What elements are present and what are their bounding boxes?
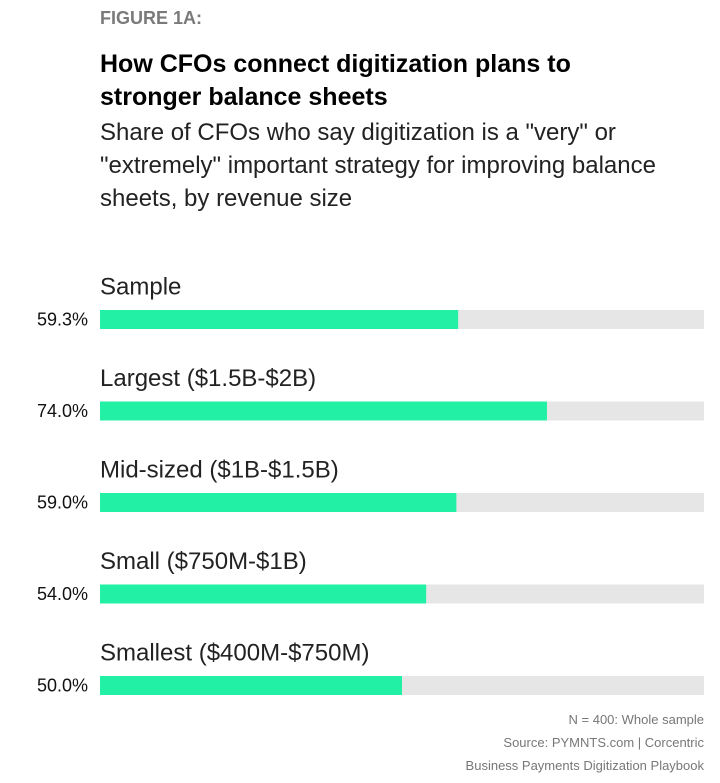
- notes: N = 400: Whole sample Source: PYMNTS.com …: [466, 708, 704, 777]
- chart-title: How CFOs connect digitization plans to s…: [100, 50, 571, 111]
- value-label: 54.0%: [37, 584, 88, 604]
- bar: [100, 310, 459, 329]
- note: Source: PYMNTS.com | Corcentric: [503, 735, 704, 750]
- value-label: 50.0%: [37, 675, 88, 695]
- value-label: 59.3%: [37, 309, 88, 329]
- bar: [100, 676, 402, 695]
- note: Business Payments Digitization Playbook: [465, 758, 704, 773]
- bar: [100, 401, 547, 421]
- bar: [100, 493, 457, 512]
- bar: [100, 584, 427, 604]
- value-label: 74.0%: [37, 401, 88, 421]
- figure-label: FIGURE 1A:: [100, 8, 203, 28]
- category-label: Small ($750M-$1B): [100, 548, 307, 575]
- category-label: Largest ($1.5B-$2B): [100, 365, 316, 392]
- category-label: Mid-sized ($1B-$1.5B): [100, 456, 339, 483]
- value-label: 59.0%: [37, 492, 88, 512]
- category-label: Sample: [100, 273, 181, 300]
- note: N = 400: Whole sample: [568, 712, 704, 727]
- chart-subtitle: Share of CFOs who say digitization is a …: [100, 119, 656, 212]
- category-label: Smallest ($400M-$750M): [100, 639, 369, 666]
